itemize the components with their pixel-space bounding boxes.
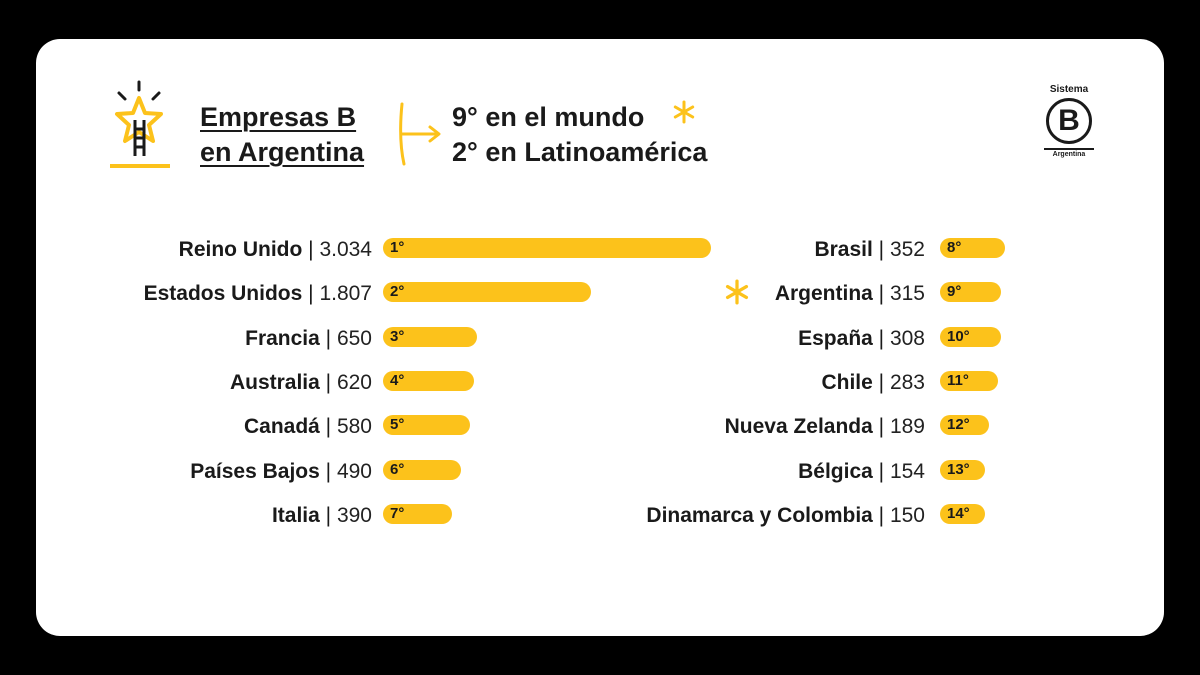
bar: 2° [383,282,591,303]
rank-label: 1° [390,239,405,256]
rank-world: 9° en el mundo [452,102,645,132]
ranking-summary: 9° en el mundo 2° en Latinoamérica [452,100,707,170]
category-name: Italia [271,503,320,527]
bar: 7° [383,503,452,524]
bar: 5° [383,415,471,436]
row-label: Países Bajos | 490 [190,457,372,487]
bar: 3° [383,326,478,347]
logo-letter: B [1046,98,1092,144]
separator: | [872,415,890,439]
row-label: Dinamarca y Colombia | 150 [646,501,925,531]
rank-label: 2° [390,283,405,301]
row-label: Bélgica | 154 [798,457,925,487]
value-label: 1.807 [319,282,372,306]
category-name: España [798,326,873,350]
rank-label: 7° [390,504,405,522]
rank-label: 5° [390,416,405,434]
rank-label: 12° [947,416,970,434]
row-label: Chile | 283 [821,368,925,398]
rank-label: 13° [947,460,970,478]
separator: | [319,370,337,394]
rank-label: 9° [947,283,962,301]
logo-bottom-text: Argentina [1052,151,1086,158]
category-name: Argentina [774,282,873,306]
separator: | [872,459,890,483]
category-name: Canadá [243,415,320,439]
value-label: 620 [336,370,372,394]
row-label: Argentina | 315 [775,279,925,309]
highlight-asterisk-icon [725,279,749,305]
value-label: 650 [336,326,372,350]
bar: 9° [940,282,1002,303]
category-name: Francia [245,326,320,350]
rank-label: 8° [947,239,962,256]
separator: | [872,282,890,306]
separator: | [872,503,890,527]
value-label: 154 [889,459,925,483]
bar: 10° [940,326,1001,347]
row-label: Nueva Zelanda | 189 [725,412,925,442]
value-label: 490 [336,459,372,483]
value-label: 189 [889,415,925,439]
separator: | [872,326,890,350]
rank-label: 11° [947,371,969,389]
rank-latam: 2° en Latinoamérica [452,137,708,167]
bar: 4° [383,370,475,391]
asterisk-icon [673,100,695,124]
value-label: 283 [889,370,925,394]
value-label: 390 [336,503,372,527]
row-label: Estados Unidos | 1.807 [144,279,372,309]
separator: | [302,282,320,306]
row-label: España | 308 [798,324,925,354]
value-label: 352 [889,238,925,261]
value-label: 3.034 [319,238,372,261]
category-name: Estados Unidos [143,282,303,306]
bar: 8° [940,238,1005,258]
separator: | [302,238,320,261]
title-line-2: en Argentina [200,137,365,167]
row-label: Italia | 390 [272,501,372,531]
category-name: Australia [229,370,320,394]
category-name: Reino Unido [178,238,303,261]
title-line-1: Empresas B [200,102,357,132]
rank-label: 10° [947,327,970,345]
value-label: 315 [889,282,925,306]
logo-divider [1044,148,1094,150]
separator: | [319,415,337,439]
page-title: Empresas B en Argentina [200,100,364,170]
sistema-b-logo: Sistema B Argentina [1036,84,1102,170]
rank-label: 6° [390,460,405,478]
star-ladder-icon [110,80,170,168]
bar: 11° [940,370,999,391]
value-label: 308 [889,326,925,350]
logo-top-text: Sistema [1049,84,1089,95]
category-name: Nueva Zelanda [724,415,873,439]
row-label: Francia | 650 [245,324,372,354]
bar: 13° [940,459,986,480]
separator: | [319,503,337,527]
row-label: Reino Unido | 3.034 [179,235,372,265]
rank-label: 14° [947,504,970,522]
category-name: Países Bajos [190,459,320,483]
row-label: Australia | 620 [230,368,372,398]
category-name: Bélgica [798,459,873,483]
rank-label: 3° [390,327,405,345]
separator: | [319,326,337,350]
category-name: Chile [821,370,873,394]
row-label: Canadá | 580 [244,412,372,442]
row-label: Brasil | 352 [814,235,925,265]
separator: | [319,459,337,483]
separator: | [872,370,890,394]
separator: | [872,238,890,261]
value-label: 580 [336,415,372,439]
category-name: Dinamarca y Colombia [646,503,873,527]
rank-label: 4° [390,371,405,389]
bar: 14° [940,503,985,524]
bar: 12° [940,415,989,436]
category-name: Brasil [814,238,873,261]
bar: 6° [383,459,462,480]
bar: 1° [383,238,711,258]
value-label: 150 [889,503,925,527]
connector-arrow-icon [399,102,441,166]
